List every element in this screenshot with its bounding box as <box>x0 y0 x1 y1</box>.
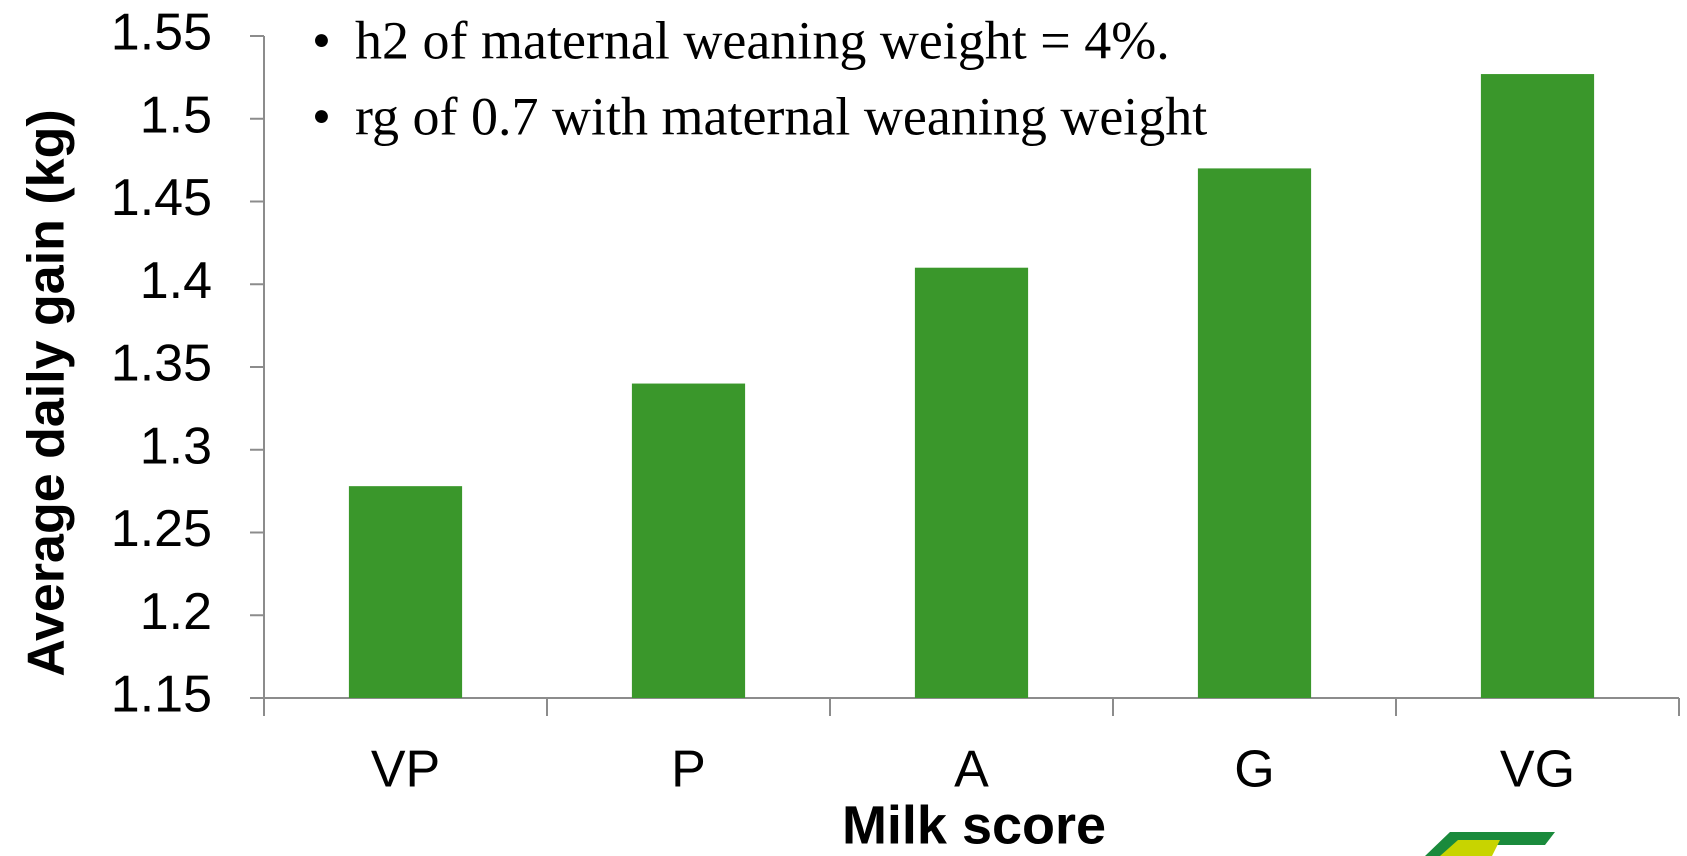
y-axis-title: Average daily gain (kg) <box>18 109 76 676</box>
bar <box>631 383 746 698</box>
x-tick-label: VG <box>1500 741 1575 799</box>
y-tick-label: 1.25 <box>111 500 212 558</box>
bar <box>1197 168 1312 698</box>
x-axis-title: Milk score <box>842 795 1106 855</box>
bar <box>914 267 1029 698</box>
y-tick-label: 1.45 <box>111 169 212 227</box>
bullet: • <box>312 86 331 146</box>
annotation: rg of 0.7 with maternal weaning weight <box>355 86 1207 146</box>
y-tick-label: 1.3 <box>140 417 212 475</box>
y-tick-label: 1.55 <box>111 4 212 62</box>
logo-shape <box>1440 840 1500 856</box>
y-tick-label: 1.5 <box>140 86 212 144</box>
y-tick-label: 1.35 <box>111 335 212 393</box>
bar <box>348 486 463 698</box>
x-tick-label: A <box>954 741 989 799</box>
x-tick-label: P <box>671 741 706 799</box>
bullet: • <box>312 10 331 70</box>
logo <box>1425 832 1555 856</box>
y-tick-label: 1.4 <box>140 252 212 310</box>
x-tick-label: VP <box>371 741 440 799</box>
y-tick-label: 1.2 <box>140 583 212 641</box>
bar <box>1480 74 1595 698</box>
y-tick-label: 1.15 <box>111 666 212 724</box>
x-tick-label: G <box>1234 741 1274 799</box>
annotation: h2 of maternal weaning weight = 4%. <box>355 10 1170 70</box>
